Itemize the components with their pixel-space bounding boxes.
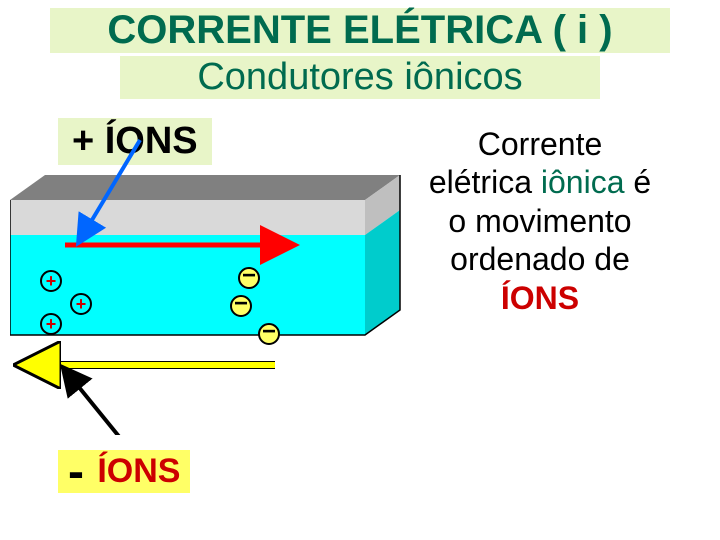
desc-l2a: elétrica: [429, 164, 541, 200]
negative-ion: −: [258, 323, 280, 345]
page-title: CORRENTE ELÉTRICA ( i ): [50, 8, 670, 53]
minus-ions-label: - ÍONS: [58, 450, 190, 493]
ions-layer: +++−−−: [10, 175, 410, 405]
page-subtitle: Condutores iônicos: [120, 56, 600, 99]
negative-ion: −: [238, 267, 260, 289]
desc-l2c: é: [624, 164, 651, 200]
positive-ion: +: [40, 313, 62, 335]
desc-l3: o movimento: [448, 203, 631, 239]
negative-ion: −: [230, 295, 252, 317]
desc-ions: ÍONS: [501, 280, 579, 316]
desc-ionic: iônica: [541, 164, 625, 200]
ionic-conductor-diagram: +++−−−: [10, 175, 410, 405]
description-text: Corrente elétrica iônica é o movimento o…: [380, 125, 700, 317]
positive-ion: +: [70, 293, 92, 315]
desc-l4: ordenado de: [450, 241, 630, 277]
positive-ion: +: [40, 270, 62, 292]
minus-ions-word: ÍONS: [97, 452, 180, 490]
minus-sign: -: [68, 446, 97, 499]
desc-l1: Corrente: [478, 126, 603, 162]
